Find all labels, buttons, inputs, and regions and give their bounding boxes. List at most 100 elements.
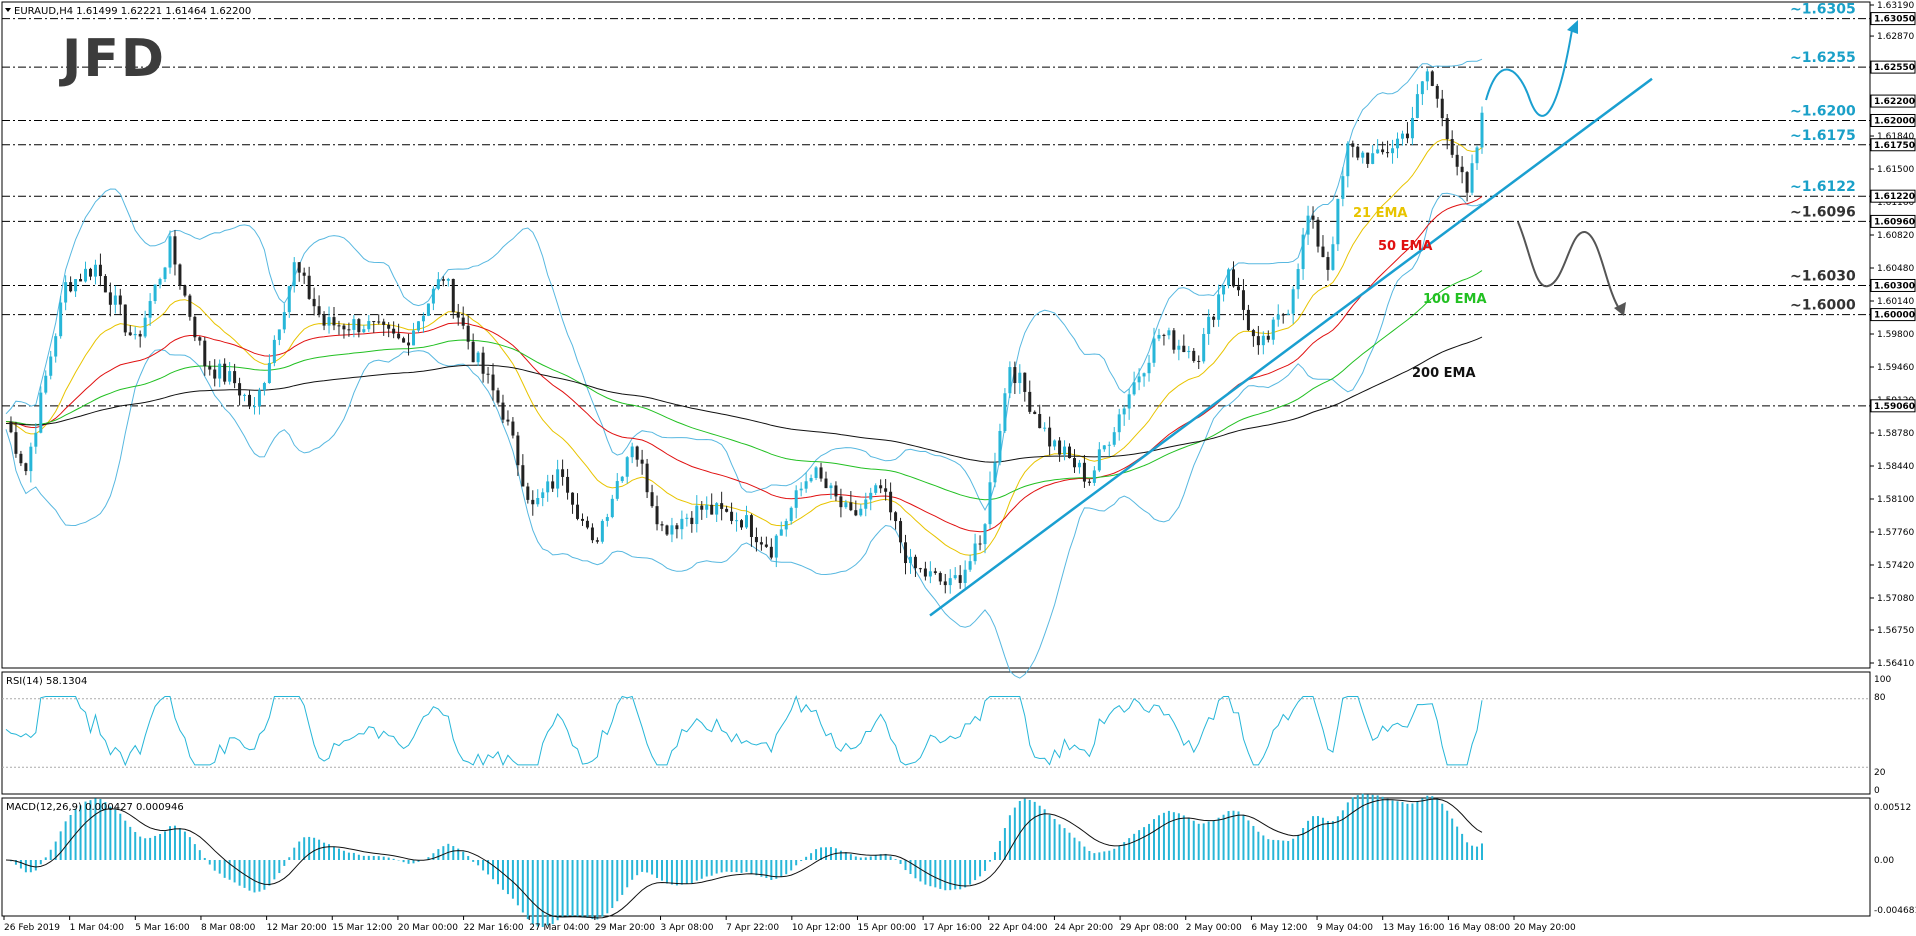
time-tick-label: 15 Apr 00:00 (857, 923, 916, 933)
logo: JFD (59, 29, 166, 89)
candle-body (1311, 215, 1315, 220)
candle-body (1316, 219, 1320, 247)
candle-body (1087, 481, 1091, 483)
candle-body (1455, 154, 1459, 167)
candle-body (715, 503, 719, 515)
candle-body (1266, 335, 1270, 340)
candle-body (1336, 198, 1340, 245)
candle-body (292, 262, 296, 287)
candle-body (461, 317, 465, 326)
candle-body (446, 278, 450, 281)
candle-body (1361, 152, 1365, 158)
candle-body (208, 366, 212, 370)
candle-body (118, 295, 122, 305)
candle-body (1122, 408, 1126, 415)
main-panel[interactable] (1, 1, 1871, 669)
candle-body (238, 383, 242, 396)
candle-body (1187, 350, 1191, 353)
candle-body (1321, 246, 1325, 258)
candle-body (108, 292, 112, 305)
collapse-arrow-icon[interactable] (5, 8, 11, 12)
price-tick-label: 1.61500 (1877, 165, 1914, 175)
candle-body (267, 362, 271, 384)
candle-body (759, 542, 763, 545)
macd-signal-line (5, 798, 1483, 919)
time-tick-label: 6 May 12:00 (1251, 923, 1307, 933)
candle-body (501, 402, 505, 420)
rsi-line (2, 694, 1870, 768)
candle-body (794, 490, 798, 508)
candle-body (332, 317, 336, 326)
time-tick-label: 2 May 00:00 (1186, 923, 1242, 933)
level-price-box (1870, 214, 1916, 228)
time-tick-label: 13 May 16:00 (1383, 923, 1445, 933)
candle-body (595, 540, 599, 542)
candle-body (193, 316, 197, 338)
level-labels: 1.63050 ~1.6305 1.62550 ~1.6255 1.62000 ~1.62… (1790, 2, 1916, 413)
candle-body (1142, 373, 1146, 377)
candle-body (620, 476, 624, 482)
candle-body (630, 446, 634, 458)
candle-body (551, 481, 555, 489)
level-price-box-label: 1.60300 (1874, 281, 1915, 291)
ema100-label: 100 EMA (1423, 292, 1487, 307)
candle-body (829, 485, 833, 489)
time-tick-label: 24 Apr 20:00 (1054, 923, 1113, 933)
candle-body (1251, 330, 1255, 337)
candle-body (730, 511, 734, 521)
candle-body (233, 371, 237, 384)
candle-body (491, 374, 495, 391)
candle-body (978, 543, 982, 545)
candle-body (1053, 440, 1057, 447)
candle-body (1381, 149, 1385, 153)
level-label: ~1.6030 (1790, 268, 1856, 284)
candle-body (1177, 345, 1181, 350)
candle-body (1137, 376, 1141, 383)
candle-body (322, 314, 326, 326)
rsi-level-100: 100 (1874, 675, 1891, 685)
candle-body (44, 375, 48, 393)
candle-body (874, 485, 878, 493)
candle-body (416, 321, 420, 331)
candle-body (1202, 333, 1206, 362)
price-tick-label: 1.62870 (1877, 32, 1914, 42)
candle-body (943, 581, 947, 586)
candle-body (88, 268, 92, 277)
candle-body (1132, 382, 1136, 395)
candle-body (1157, 334, 1161, 339)
candle-body (839, 496, 843, 508)
candle-body (1222, 285, 1226, 295)
candle-body (541, 492, 545, 498)
candle-body (29, 446, 33, 472)
rsi-panel[interactable] (1, 671, 1871, 795)
candle-body (1167, 330, 1171, 336)
candle-body (213, 369, 217, 379)
horizontal-levels (2, 18, 1870, 407)
candle-body (1405, 133, 1409, 139)
candle-body (1217, 294, 1221, 320)
candle-body (113, 295, 117, 305)
candle-body (54, 336, 58, 357)
candle-body (864, 499, 868, 509)
ascending-trendline (929, 77, 1653, 617)
candle-body (1018, 372, 1022, 384)
candle-body (799, 488, 803, 491)
candle-body (1236, 286, 1240, 291)
candle-body (665, 525, 669, 535)
macd-panel[interactable] (1, 797, 1871, 917)
price-tick-label: 1.59800 (1877, 330, 1914, 340)
level-price-box (1870, 60, 1916, 74)
price-tick-label: 1.63190 (1877, 1, 1914, 11)
candle-body (735, 520, 739, 522)
candle-body (953, 575, 957, 579)
candle-body (1331, 244, 1335, 270)
candle-body (362, 329, 366, 333)
candle-body (948, 578, 952, 586)
candle-body (1425, 71, 1429, 82)
candle-body (496, 390, 500, 403)
candle-body (720, 503, 724, 509)
current-price-label: 1.62200 (1874, 97, 1915, 107)
level-label: ~1.6175 (1790, 128, 1856, 144)
level-label: ~1.6122 (1790, 179, 1856, 195)
